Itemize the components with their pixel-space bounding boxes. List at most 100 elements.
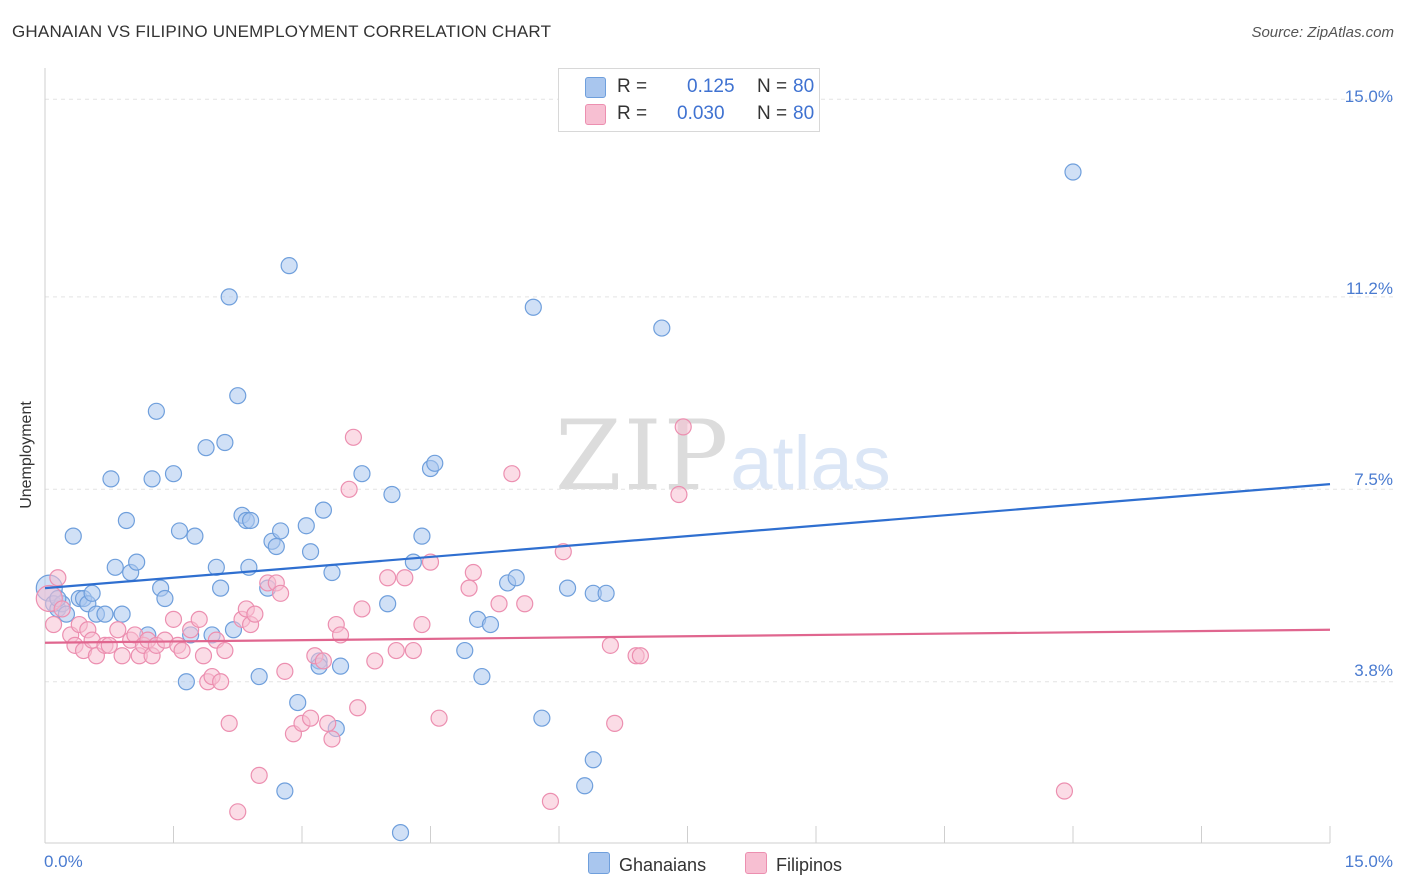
filipino-point xyxy=(516,595,534,613)
ghanaian-point xyxy=(391,823,410,842)
r-value: 0.125 xyxy=(687,76,735,97)
ghanaian-point xyxy=(584,751,602,769)
filipino-point xyxy=(113,647,131,665)
ghanaian-point xyxy=(229,387,247,405)
filipino-legend-swatch xyxy=(745,852,767,874)
ghanaian-point xyxy=(413,527,431,545)
ghanaian-point xyxy=(197,439,215,457)
filipino-point xyxy=(503,465,521,483)
n-label: N = xyxy=(757,76,788,97)
ghanaian-point xyxy=(147,402,165,420)
filipino-point xyxy=(250,766,268,784)
filipino-point xyxy=(340,480,358,498)
legend-item-filipinos[interactable]: Filipinos xyxy=(745,852,842,876)
filipino-point xyxy=(490,595,508,613)
y-tick-label-15: 15.0% xyxy=(1344,87,1393,106)
ghanaian-point xyxy=(353,465,371,483)
filipino-point xyxy=(554,543,572,561)
filipino-point xyxy=(212,673,230,691)
filipino-point xyxy=(276,662,294,680)
ghanaian-point xyxy=(576,777,594,795)
filipino-point xyxy=(674,418,692,436)
filipino-point xyxy=(396,569,414,587)
filipino-point xyxy=(541,792,560,810)
filipino-point xyxy=(229,803,247,821)
ghanaian-point xyxy=(280,257,298,275)
ghanaian-point xyxy=(177,673,195,691)
ghanaian-point xyxy=(426,454,444,472)
ghanaian-point xyxy=(83,584,101,602)
ghanaian-points xyxy=(35,163,1082,842)
ghanaian-swatch xyxy=(585,77,606,98)
ghanaian-point xyxy=(170,522,189,540)
ghanaian-point xyxy=(323,563,341,582)
filipino-point xyxy=(379,569,397,587)
ghanaian-trend-line xyxy=(44,483,1331,590)
ghanaian-point xyxy=(297,517,315,535)
ghanaian-point xyxy=(473,667,491,686)
trend-lines xyxy=(44,483,1331,644)
filipino-point xyxy=(404,641,422,660)
ghanaian-point xyxy=(379,595,397,613)
ghanaian-point xyxy=(117,511,135,530)
ghanaian-point xyxy=(164,465,183,483)
y-tick-label-7-5: 7.5% xyxy=(1354,470,1393,489)
filipino-point xyxy=(319,714,337,732)
ghanaian-point xyxy=(267,537,285,556)
filipino-point xyxy=(601,636,620,654)
filipino-point xyxy=(216,641,234,660)
ghanaian-point xyxy=(186,527,204,545)
ghanaian-point xyxy=(331,657,350,675)
filipino-point xyxy=(430,709,448,727)
ghanaian-point xyxy=(276,782,294,800)
filipino-point xyxy=(349,699,367,717)
ghanaian-point xyxy=(212,579,230,597)
filipino-point xyxy=(460,579,478,597)
filipino-point xyxy=(1055,782,1074,800)
ghanaian-point xyxy=(216,433,234,452)
ghanaian-point xyxy=(524,298,542,316)
filipino-point xyxy=(670,485,688,504)
ghanaian-point xyxy=(558,579,577,597)
filipino-point xyxy=(353,600,371,618)
ghanaian-point xyxy=(301,543,320,561)
filipino-point xyxy=(100,636,118,654)
watermark-zip: ZIP xyxy=(555,400,731,512)
ghanaian-point xyxy=(106,558,124,576)
legend-item-ghanaians[interactable]: Ghanaians xyxy=(588,852,706,876)
filipino-point xyxy=(464,563,482,582)
filipino-point xyxy=(366,652,384,670)
filipino-swatch xyxy=(585,104,606,125)
ghanaian-point xyxy=(507,569,525,587)
ghanaian-point xyxy=(271,522,290,540)
x-tick-label-min: 0.0% xyxy=(44,852,83,871)
filipino-point xyxy=(246,605,264,623)
filipino-point xyxy=(44,615,63,634)
filipino-point xyxy=(53,600,71,618)
filipino-point xyxy=(194,647,213,665)
filipino-point xyxy=(314,652,333,670)
r-label: R = xyxy=(617,103,648,124)
n-value: 80 xyxy=(793,76,815,97)
ghanaian-point xyxy=(314,501,333,519)
chart-title: GHANAIAN VS FILIPINO UNEMPLOYMENT CORREL… xyxy=(12,22,552,41)
ghanaian-point xyxy=(113,605,131,623)
ghanaian-legend-swatch xyxy=(588,852,610,874)
r-label: R = xyxy=(617,76,648,97)
ghanaian-point xyxy=(250,667,268,686)
ghanaian-point xyxy=(456,641,474,660)
x-tick-label-max: 15.0% xyxy=(1344,852,1393,871)
filipino-point xyxy=(220,714,238,732)
filipino-point xyxy=(387,641,405,660)
filipino-point xyxy=(190,610,208,628)
filipino-point xyxy=(271,584,290,602)
filipino-point xyxy=(164,610,183,628)
filipino-point xyxy=(344,428,362,446)
legend-label-filipinos: Filipinos xyxy=(776,855,843,875)
correlation-stats-box: R = 0.125 N = 80 R = 0.030 N = 80 xyxy=(558,68,820,132)
ghanaian-point xyxy=(220,288,238,306)
gridlines xyxy=(45,98,1393,683)
filipino-points xyxy=(35,418,1074,821)
filipino-point xyxy=(109,621,127,639)
r-value: 0.030 xyxy=(677,103,725,124)
